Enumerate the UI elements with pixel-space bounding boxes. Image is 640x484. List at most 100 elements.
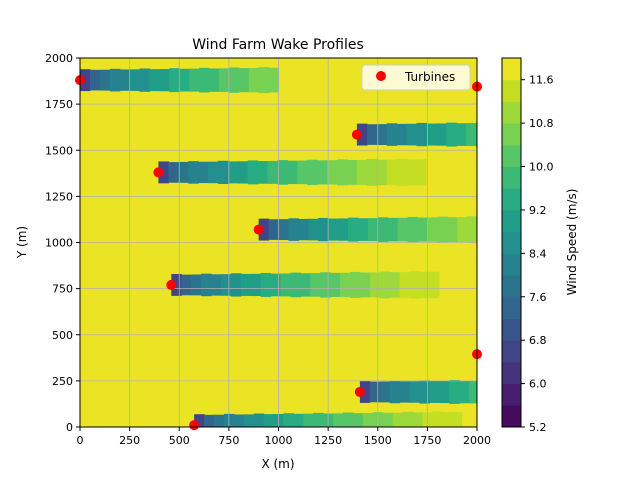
wake-segment bbox=[191, 274, 202, 296]
wake-segment bbox=[362, 413, 374, 427]
y-tick-label: 1750 bbox=[45, 98, 73, 111]
wake-segment bbox=[357, 218, 369, 241]
wake-segment bbox=[220, 274, 232, 296]
colorbar-label: Wind Speed (m/s) bbox=[565, 189, 579, 296]
x-tick-label: 500 bbox=[169, 434, 190, 447]
wake-segment bbox=[356, 159, 368, 185]
wake-segment bbox=[169, 68, 180, 93]
turbine-wake bbox=[158, 158, 477, 187]
colorbar-ticks: 5.2 6.0 6.8 7.6 8.4 9.2 10.0 10.8 11.6 bbox=[521, 74, 554, 434]
x-tick-label: 0 bbox=[77, 434, 84, 447]
wake-segment bbox=[139, 68, 151, 92]
wake-segment bbox=[209, 68, 220, 92]
wake-segment bbox=[263, 414, 275, 427]
turbine-marker bbox=[189, 420, 200, 431]
colorbar-tick-label: 8.4 bbox=[529, 247, 547, 260]
wake-segment bbox=[379, 271, 391, 299]
wake-segment bbox=[356, 123, 368, 146]
colorbar-band bbox=[502, 275, 521, 298]
wake-segment bbox=[313, 412, 324, 427]
y-axis-label: Y (m) bbox=[15, 226, 29, 259]
turbine-marker bbox=[351, 129, 362, 140]
wake-segment bbox=[287, 160, 298, 185]
wake-segment bbox=[349, 271, 361, 298]
turbine-marker bbox=[354, 386, 365, 397]
wake-segment bbox=[449, 271, 460, 299]
wake-segment bbox=[462, 411, 473, 427]
wake-segment bbox=[283, 413, 294, 427]
wake-segment bbox=[89, 69, 101, 91]
legend-turbine-marker bbox=[376, 71, 386, 81]
wake-segment bbox=[347, 217, 359, 242]
wake-segment bbox=[436, 158, 447, 186]
wake-segment bbox=[419, 271, 430, 299]
wake-segment bbox=[297, 160, 308, 185]
wake-segment bbox=[456, 123, 467, 146]
x-tick-label: 1000 bbox=[265, 434, 293, 447]
wake-segment bbox=[258, 67, 270, 94]
colorbar-tick-label: 7.6 bbox=[529, 291, 547, 304]
colorbar-band bbox=[502, 123, 521, 146]
colorbar-tick-label: 9.2 bbox=[529, 204, 547, 217]
turbine-wake bbox=[258, 216, 477, 243]
wake-segment bbox=[268, 67, 280, 93]
wake-segment bbox=[233, 414, 245, 427]
wake-segment bbox=[386, 159, 398, 186]
wake-segment bbox=[366, 124, 378, 145]
wake-segment bbox=[218, 68, 230, 92]
wake-segment bbox=[211, 274, 222, 296]
wake-segment bbox=[300, 273, 311, 297]
x-tick-label: 2000 bbox=[463, 434, 491, 447]
wake-segment bbox=[280, 273, 292, 297]
y-tick-label: 0 bbox=[66, 421, 73, 434]
wake-segment bbox=[426, 158, 437, 187]
wake-segment bbox=[288, 218, 299, 241]
x-axis-ticks: 0 250 500 750 1000 1250 1500 1750 2000 bbox=[77, 427, 491, 447]
wake-segment bbox=[366, 159, 378, 186]
wake-segment bbox=[327, 160, 338, 185]
wake-segment bbox=[243, 414, 255, 427]
turbine-wake bbox=[356, 122, 477, 147]
wake-segment bbox=[397, 217, 409, 242]
colorbar-band bbox=[502, 166, 521, 189]
wake-segment bbox=[119, 69, 131, 91]
wake-segment bbox=[379, 381, 391, 403]
wake-segment bbox=[369, 272, 381, 298]
wake-segment bbox=[320, 272, 331, 298]
wake-segment bbox=[429, 271, 440, 299]
wake-segment bbox=[466, 158, 477, 187]
wake-segment bbox=[99, 69, 111, 91]
wake-segment bbox=[343, 412, 354, 427]
wake-segment bbox=[396, 158, 408, 187]
wake-segment bbox=[446, 122, 457, 147]
wake-segment bbox=[426, 123, 437, 146]
wake-segment bbox=[194, 414, 205, 427]
wake-segment bbox=[179, 68, 190, 92]
wake-segment bbox=[248, 67, 260, 93]
wake-segment bbox=[228, 67, 240, 93]
wake-segment bbox=[376, 124, 388, 146]
wake-segment bbox=[268, 219, 280, 240]
wake-segment bbox=[328, 218, 339, 241]
wake-segment bbox=[340, 272, 351, 298]
wake-segment bbox=[416, 122, 427, 147]
wake-segment bbox=[338, 218, 349, 241]
colorbar-band bbox=[502, 79, 521, 102]
wake-segment bbox=[109, 68, 121, 92]
colorbar-tick-label: 11.6 bbox=[529, 74, 554, 87]
wake-segment bbox=[260, 272, 272, 297]
x-tick-label: 1750 bbox=[413, 434, 441, 447]
wake-segment bbox=[198, 161, 209, 184]
wake-segment bbox=[429, 380, 440, 403]
wake-segment bbox=[459, 380, 470, 404]
y-tick-label: 500 bbox=[52, 329, 73, 342]
legend-label: Turbines bbox=[404, 70, 455, 84]
colorbar-tick-label: 6.0 bbox=[529, 378, 547, 391]
wake-segment bbox=[427, 217, 438, 242]
wake-segment bbox=[310, 273, 321, 297]
wake-segment bbox=[437, 216, 448, 243]
colorbar-band bbox=[502, 144, 521, 168]
wake-segment bbox=[369, 381, 381, 403]
colorbar-band bbox=[502, 58, 521, 81]
